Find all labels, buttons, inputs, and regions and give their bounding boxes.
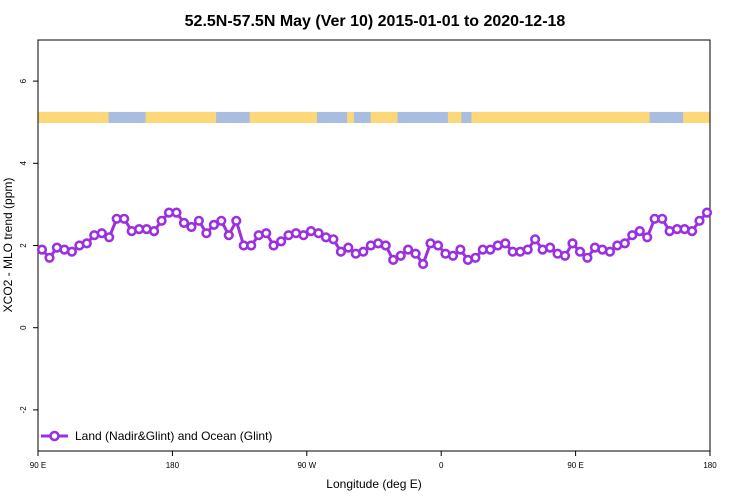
data-point xyxy=(447,250,459,261)
data-point xyxy=(358,246,369,257)
data-point xyxy=(627,230,638,241)
data-point xyxy=(149,226,160,237)
data-point xyxy=(500,238,511,249)
legend-marker xyxy=(49,430,60,442)
y-axis-label: XCO2 - MLO trend (ppm) xyxy=(1,178,15,313)
x-tick-label: 180 xyxy=(703,461,717,470)
y-tick-label: 4 xyxy=(19,161,28,166)
data-point xyxy=(343,242,354,253)
data-point xyxy=(642,232,653,243)
data-point xyxy=(395,250,406,261)
land-segment xyxy=(38,111,109,124)
data-point xyxy=(313,228,324,239)
data-point xyxy=(261,228,272,239)
data-point xyxy=(81,238,92,249)
data-point xyxy=(634,226,645,237)
data-point xyxy=(96,228,107,239)
data-point xyxy=(201,228,212,239)
data-point xyxy=(574,246,586,257)
data-point xyxy=(186,221,197,233)
data-point xyxy=(410,248,421,259)
data-point xyxy=(380,240,391,251)
x-tick-label: 90 W xyxy=(297,461,316,470)
data-point xyxy=(694,215,705,226)
data-point xyxy=(701,207,713,218)
data-point xyxy=(171,207,182,218)
land-segment xyxy=(370,111,398,124)
data-point xyxy=(246,240,257,251)
x-axis-label: Longitude (deg E) xyxy=(326,477,421,491)
data-point xyxy=(66,246,77,257)
data-point xyxy=(223,230,234,241)
x-tick-label: 90 E xyxy=(567,461,583,470)
data-point xyxy=(388,254,399,266)
data-point xyxy=(432,240,444,251)
land-segment xyxy=(249,111,317,124)
data-point xyxy=(231,215,242,226)
data-point xyxy=(619,238,630,249)
y-axis: -2 0 2 4 6 xyxy=(19,78,38,413)
data-point xyxy=(216,215,227,226)
data-point xyxy=(455,244,466,255)
data-point xyxy=(418,258,429,270)
data-point xyxy=(104,232,115,243)
data-point xyxy=(604,246,616,257)
land-segment xyxy=(683,111,710,124)
series-land-ocean xyxy=(36,207,713,270)
x-tick-label: 180 xyxy=(166,461,180,470)
data-point xyxy=(276,236,287,247)
data-point xyxy=(208,219,219,230)
y-tick-label: 0 xyxy=(19,325,28,330)
data-point xyxy=(44,252,55,263)
data-point xyxy=(686,226,698,237)
data-point xyxy=(268,240,279,251)
data-point xyxy=(470,252,481,263)
data-point xyxy=(193,215,204,226)
data-point xyxy=(328,234,339,245)
data-point xyxy=(485,244,496,255)
x-tick-label: 90 E xyxy=(30,461,46,470)
data-point xyxy=(529,234,541,245)
data-point xyxy=(522,244,533,255)
data-point xyxy=(335,246,347,257)
data-point xyxy=(156,215,167,226)
land-segment xyxy=(471,111,650,124)
land-segment xyxy=(447,111,462,124)
legend: Land (Nadir&Glint) and Ocean (Glint) xyxy=(41,429,272,443)
data-point xyxy=(36,244,48,255)
data-point xyxy=(403,244,414,255)
data-point xyxy=(544,242,556,253)
y-tick-label: -2 xyxy=(19,406,28,414)
x-axis: 90 E 180 90 W 0 90 E 180 xyxy=(30,451,717,470)
x-tick-label: 0 xyxy=(439,461,444,470)
y-tick-label: 6 xyxy=(19,78,28,83)
y-tick-label: 2 xyxy=(19,243,28,248)
land-segment xyxy=(145,111,217,124)
data-point xyxy=(119,213,130,224)
data-point xyxy=(582,252,593,263)
data-point xyxy=(298,230,309,241)
legend-label: Land (Nadir&Glint) and Ocean (Glint) xyxy=(75,429,272,443)
data-point xyxy=(178,217,190,228)
chart-title: 52.5N-57.5N May (Ver 10) 2015-01-01 to 2… xyxy=(185,13,566,30)
data-point xyxy=(567,238,578,249)
land-segment xyxy=(347,111,354,124)
land-ocean-band xyxy=(38,111,710,124)
data-point xyxy=(559,250,571,261)
series-line xyxy=(40,211,709,266)
data-point xyxy=(657,213,668,224)
